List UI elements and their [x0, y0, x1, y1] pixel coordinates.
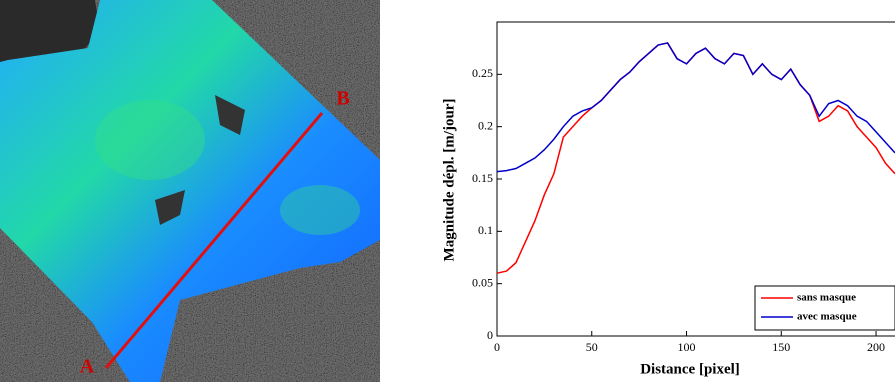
x-tick-label: 100	[678, 340, 696, 354]
masked-area	[215, 95, 245, 135]
legend-label: avec masque	[797, 311, 857, 323]
x-tick-label: 0	[494, 340, 500, 354]
velocity-map	[0, 0, 380, 382]
y-tick-label: 0	[487, 328, 493, 342]
plot-area	[496, 21, 895, 337]
x-tick-label: 50	[586, 340, 598, 354]
legend-box	[754, 285, 895, 331]
point-label: B	[336, 88, 349, 110]
sar-image: A B	[0, 0, 380, 382]
x-tick-label: 200	[867, 340, 885, 354]
x-axis-title: Distance [pixel]	[640, 361, 740, 377]
y-axis-title: Magnitude dépl. [m/jour]	[441, 99, 457, 262]
legend-label: sans masque	[797, 292, 856, 304]
y-tick-label: 0.15	[472, 171, 493, 185]
y-tick-label: 0.2	[478, 118, 493, 132]
data-line	[496, 42, 895, 173]
masked-area	[155, 190, 185, 225]
y-tick-label: 0.25	[472, 66, 493, 80]
dark-region	[0, 0, 100, 62]
y-tick-label: 0.1	[478, 223, 493, 237]
x-tick-label: 150	[772, 340, 790, 354]
point-label: A	[80, 356, 95, 378]
velocity-patch	[280, 185, 360, 235]
profile-line	[104, 112, 324, 369]
y-tick-label: 0.05	[472, 275, 493, 289]
velocity-patch	[95, 100, 205, 180]
